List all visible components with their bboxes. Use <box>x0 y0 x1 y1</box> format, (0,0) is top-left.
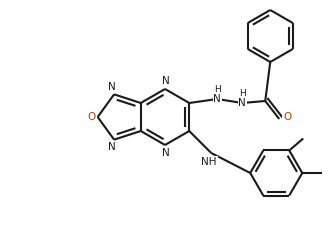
Text: N: N <box>108 82 116 92</box>
Text: N: N <box>162 76 170 86</box>
Text: O: O <box>283 112 291 122</box>
Text: NH: NH <box>201 157 217 167</box>
Text: H: H <box>239 89 245 98</box>
Text: N: N <box>108 142 116 152</box>
Text: N: N <box>213 94 221 104</box>
Text: O: O <box>88 112 96 122</box>
Text: N: N <box>238 98 246 108</box>
Text: H: H <box>214 84 221 93</box>
Text: N: N <box>162 148 170 158</box>
